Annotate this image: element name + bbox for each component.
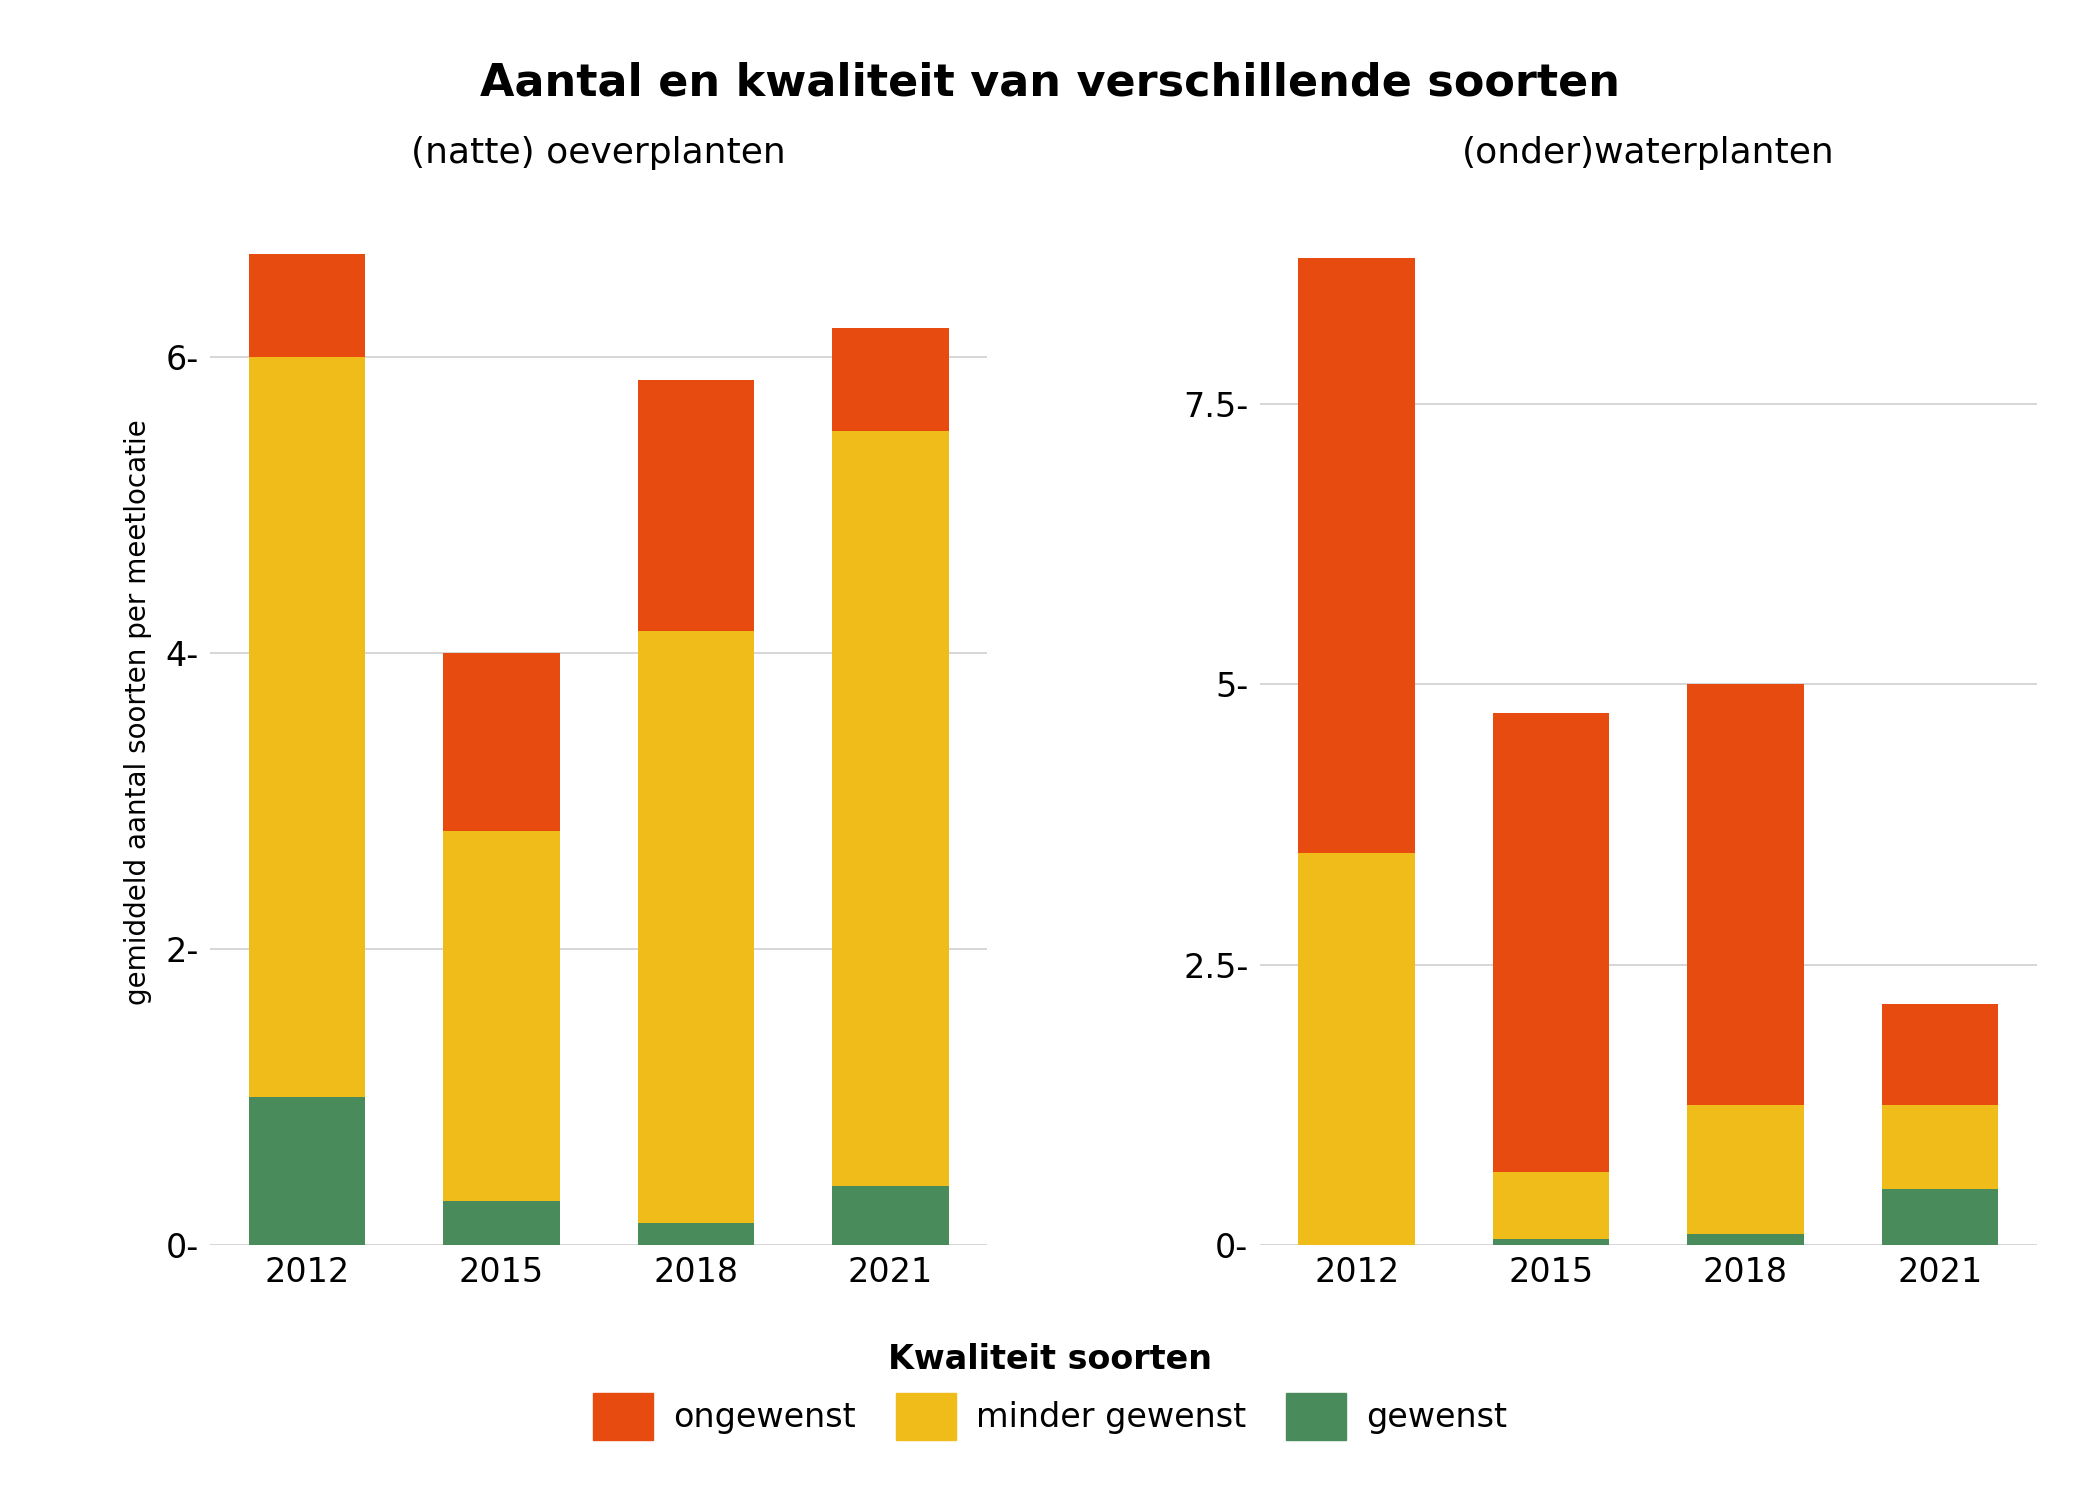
Bar: [1493, 1239, 1609, 1245]
Bar: [443, 1200, 561, 1245]
Bar: [1686, 684, 1804, 1106]
Legend: ongewenst, minder gewenst, gewenst: ongewenst, minder gewenst, gewenst: [580, 1330, 1520, 1454]
Bar: [250, 254, 365, 357]
Bar: [1882, 1106, 1997, 1190]
Bar: [1686, 1234, 1804, 1245]
Bar: [250, 357, 365, 1096]
Bar: [1493, 1172, 1609, 1239]
Bar: [1298, 852, 1415, 1245]
Title: (onder)waterplanten: (onder)waterplanten: [1462, 136, 1835, 171]
Y-axis label: gemiddeld aantal soorten per meetlocatie: gemiddeld aantal soorten per meetlocatie: [124, 420, 151, 1005]
Title: (natte) oeverplanten: (natte) oeverplanten: [412, 136, 785, 171]
Bar: [638, 1222, 754, 1245]
Bar: [1298, 258, 1415, 852]
Bar: [638, 380, 754, 632]
Bar: [832, 432, 949, 1187]
Bar: [832, 1186, 949, 1245]
Bar: [1686, 1106, 1804, 1234]
Bar: [443, 831, 561, 1200]
Bar: [638, 632, 754, 1222]
Bar: [1493, 712, 1609, 1172]
Bar: [1882, 1190, 1997, 1245]
Bar: [443, 654, 561, 831]
Bar: [250, 1096, 365, 1245]
Bar: [832, 328, 949, 432]
Bar: [1882, 1004, 1997, 1106]
Text: Aantal en kwaliteit van verschillende soorten: Aantal en kwaliteit van verschillende so…: [481, 62, 1619, 104]
